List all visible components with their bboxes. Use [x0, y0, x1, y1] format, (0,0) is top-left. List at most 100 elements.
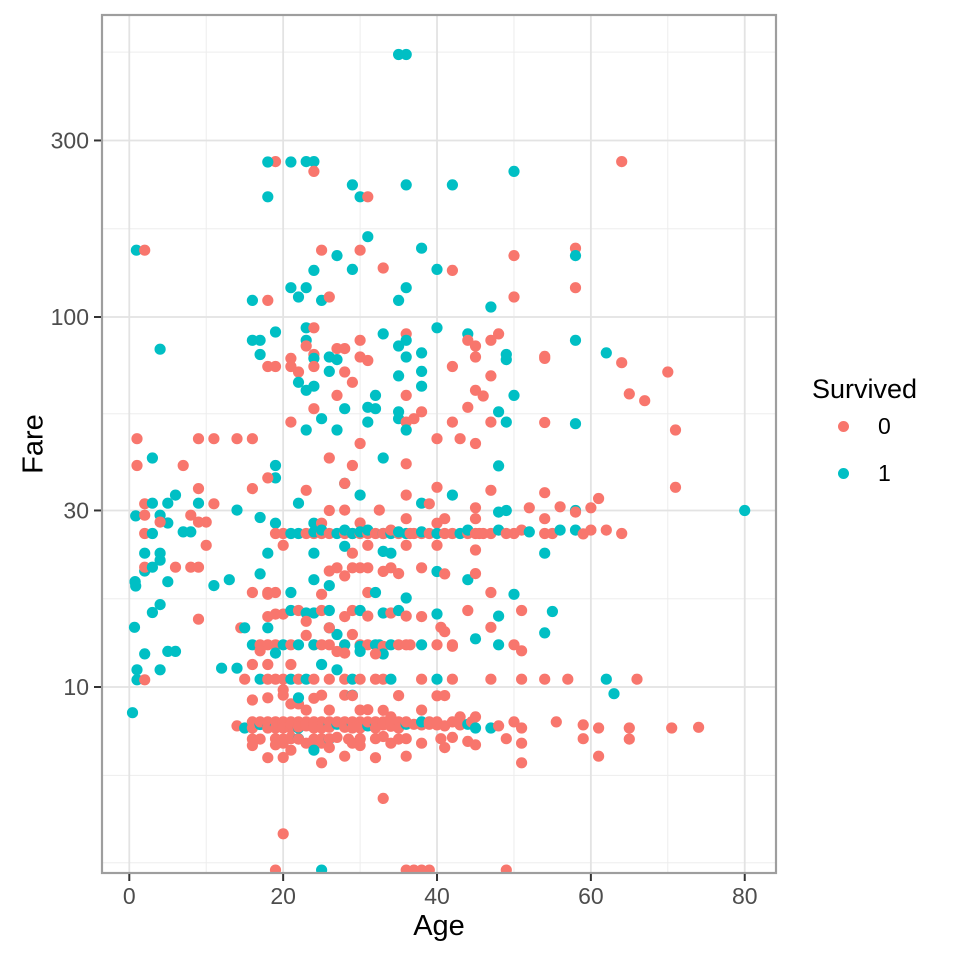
data-point	[146, 497, 158, 509]
data-point	[269, 517, 282, 529]
data-point	[369, 389, 382, 401]
data-point	[523, 526, 535, 538]
data-point	[316, 604, 328, 617]
data-point	[485, 334, 497, 346]
data-point	[254, 645, 266, 657]
data-point	[393, 340, 405, 352]
data-point	[246, 334, 258, 346]
data-point	[569, 282, 582, 294]
data-point	[154, 343, 166, 355]
data-point	[292, 527, 305, 540]
data-point	[308, 673, 320, 685]
data-point	[346, 547, 358, 559]
data-point	[446, 489, 458, 501]
data-point	[500, 864, 512, 873]
data-point	[216, 662, 228, 674]
data-point	[446, 264, 458, 276]
data-point	[485, 673, 497, 685]
y-tick-label: 30	[63, 497, 89, 523]
legend-label-0: 0	[878, 413, 891, 439]
data-point	[208, 433, 220, 445]
data-point	[373, 504, 385, 516]
data-point	[262, 639, 274, 651]
data-point	[416, 380, 428, 392]
data-point	[246, 639, 258, 651]
data-point	[139, 561, 151, 573]
data-point	[369, 403, 382, 415]
data-point	[400, 424, 412, 436]
data-point	[362, 539, 374, 551]
data-point	[308, 403, 320, 415]
data-point	[469, 502, 482, 514]
data-point	[308, 360, 320, 373]
data-point	[308, 156, 320, 168]
data-point	[469, 739, 482, 751]
data-point	[162, 645, 174, 658]
data-point	[369, 586, 382, 599]
x-tick-label: 40	[424, 883, 450, 909]
data-point	[600, 673, 612, 685]
data-point	[131, 433, 143, 445]
data-point	[485, 621, 497, 633]
data-point	[446, 731, 458, 744]
data-point	[285, 416, 297, 428]
legend-item-0[interactable]: 0	[812, 403, 960, 450]
data-point	[277, 539, 289, 551]
data-point	[369, 752, 382, 764]
data-point	[354, 604, 366, 617]
data-point	[485, 416, 497, 428]
data-point	[516, 757, 528, 769]
data-point	[608, 688, 620, 700]
data-point	[585, 502, 597, 514]
data-point	[404, 639, 416, 651]
data-point	[493, 328, 505, 340]
data-point	[616, 527, 628, 540]
data-point	[262, 588, 274, 600]
data-point	[331, 354, 343, 366]
data-point	[192, 613, 205, 625]
tick-labels: 0 20 40 60 80 10 30 100 300	[51, 127, 758, 909]
data-point	[354, 437, 366, 450]
data-point	[292, 376, 305, 388]
data-point	[300, 673, 312, 685]
data-point	[331, 250, 343, 262]
data-point	[339, 403, 351, 415]
data-point	[593, 750, 605, 762]
data-point	[416, 562, 428, 574]
data-point	[254, 568, 266, 580]
data-point	[200, 539, 212, 551]
data-point	[493, 506, 505, 518]
gridlines-major	[102, 15, 776, 873]
data-point	[416, 242, 428, 254]
data-point	[693, 721, 705, 733]
data-point	[739, 504, 751, 517]
data-point	[308, 574, 320, 586]
tick-marks	[94, 139, 746, 881]
data-point	[469, 340, 482, 352]
data-point	[292, 291, 305, 303]
data-point	[308, 165, 320, 177]
data-point	[400, 179, 412, 191]
data-point	[393, 568, 405, 580]
data-point	[462, 604, 474, 617]
legend-item-1[interactable]: 1	[812, 450, 960, 497]
data-point	[154, 516, 166, 528]
data-point	[400, 733, 412, 745]
data-point	[539, 487, 551, 499]
data-point	[362, 191, 374, 203]
data-point	[354, 645, 366, 658]
data-point	[516, 737, 528, 749]
data-point	[662, 366, 674, 378]
data-point	[369, 673, 382, 685]
data-point	[400, 351, 412, 363]
data-point	[154, 599, 166, 611]
legend-key-dot-0	[838, 421, 849, 432]
data-point	[269, 608, 282, 620]
data-point	[300, 704, 312, 716]
data-point	[346, 690, 358, 702]
data-point	[431, 263, 443, 275]
data-point	[362, 704, 374, 716]
data-point	[439, 690, 451, 702]
data-point	[292, 692, 305, 704]
data-point	[139, 648, 151, 660]
